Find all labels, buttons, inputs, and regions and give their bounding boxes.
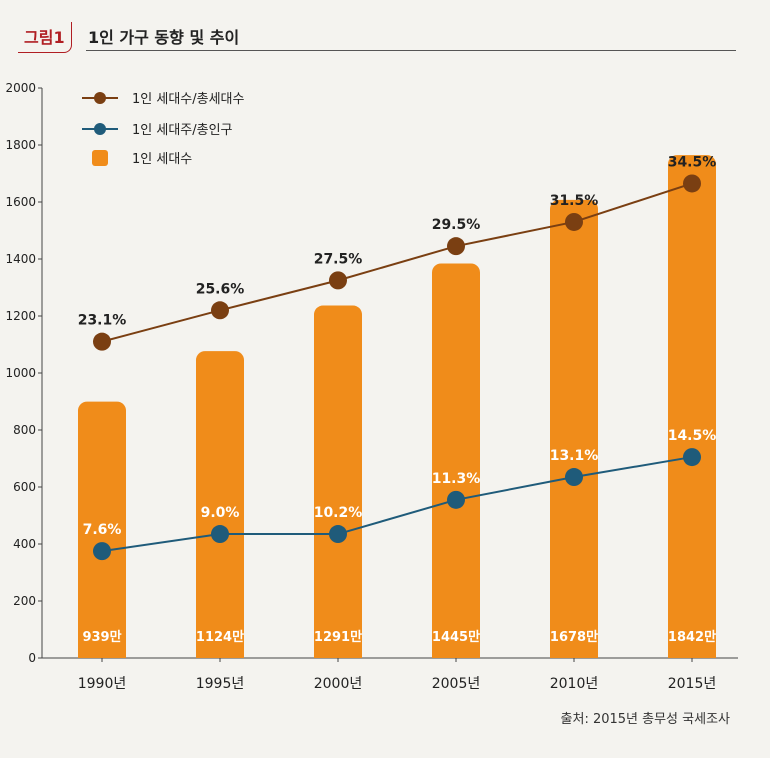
bar (78, 401, 126, 658)
point-value-label: 23.1% (78, 313, 127, 329)
legend-swatch-marker (94, 123, 106, 135)
bar-value-label: 1678만 (550, 629, 598, 645)
y-tick-label: 0 (28, 651, 36, 665)
x-tick-label: 1995년 (196, 676, 245, 692)
bar (314, 305, 362, 658)
bar-value-label: 1124만 (196, 629, 244, 645)
data-point (329, 525, 347, 544)
bar-base (314, 646, 362, 658)
point-value-label: 10.2% (314, 505, 363, 521)
point-value-label: 14.5% (668, 428, 717, 444)
data-point (211, 525, 229, 544)
y-tick-label: 200 (13, 594, 36, 608)
y-tick-label: 400 (13, 537, 36, 551)
data-point (683, 448, 701, 467)
source-note: 출처: 2015년 총무성 국세조사 (560, 712, 730, 727)
point-value-label: 31.5% (550, 193, 599, 209)
data-point (211, 301, 229, 320)
data-point (565, 212, 583, 231)
bar (550, 199, 598, 659)
bar-base (550, 646, 598, 658)
series-line-households (101, 182, 693, 343)
x-tick-label: 2010년 (550, 676, 599, 692)
x-tick-label: 2015년 (668, 676, 717, 692)
point-value-label: 13.1% (550, 448, 599, 464)
x-tick-label: 2005년 (432, 676, 481, 692)
point-value-label: 29.5% (432, 217, 481, 233)
bar-value-label: 1445만 (432, 629, 480, 645)
bar-value-label: 1291만 (314, 629, 362, 645)
bar-base (78, 646, 126, 658)
legend-label: 1인 세대수/총세대수 (132, 92, 245, 107)
y-tick-label: 1200 (5, 309, 36, 323)
point-value-label: 25.6% (196, 281, 245, 297)
y-tick-label: 1000 (5, 366, 36, 380)
bar-base (668, 646, 716, 658)
legend-swatch-marker (94, 92, 106, 104)
y-tick-label: 1400 (5, 252, 36, 266)
point-value-label: 7.6% (83, 522, 122, 538)
point-value-label: 11.3% (432, 471, 481, 487)
bar (196, 351, 244, 658)
legend-label: 1인 세대수 (132, 152, 192, 167)
point-value-label: 27.5% (314, 251, 363, 267)
data-point (683, 174, 701, 193)
bar-base (432, 646, 480, 658)
x-tick-label: 2000년 (314, 676, 363, 692)
combo-chart: 0 200 400 600 800 1000 1200 1400 1600 1800 2000 939… (5, 81, 738, 692)
bar-value-label: 1842만 (668, 629, 716, 645)
data-point (93, 542, 111, 561)
point-value-label: 9.0% (201, 505, 240, 521)
data-point (447, 237, 465, 256)
bar-base (196, 646, 244, 658)
figure-header: 그림1 1인 가구 동향 및 추이 (18, 22, 736, 53)
bar (668, 155, 716, 658)
figure-tag: 그림1 (18, 22, 72, 53)
bar (432, 263, 480, 658)
series-line-population (101, 456, 693, 553)
data-point (565, 468, 583, 487)
x-tick-label: 1990년 (78, 676, 127, 692)
data-point (329, 271, 347, 290)
bar-value-label: 939만 (82, 629, 121, 645)
data-point (93, 332, 111, 351)
y-tick-label: 600 (13, 480, 36, 494)
figure-title: 1인 가구 동향 및 추이 (88, 28, 240, 47)
y-tick-label: 800 (13, 423, 36, 437)
legend-swatch-bar (92, 150, 108, 166)
y-tick-label: 1600 (5, 195, 36, 209)
header-rule (86, 50, 736, 51)
point-value-label: 34.5% (668, 154, 717, 170)
legend-label: 1인 세대주/총인구 (132, 123, 233, 138)
data-point (447, 490, 465, 509)
y-tick-label: 1800 (5, 138, 36, 152)
y-tick-label: 2000 (5, 81, 36, 95)
